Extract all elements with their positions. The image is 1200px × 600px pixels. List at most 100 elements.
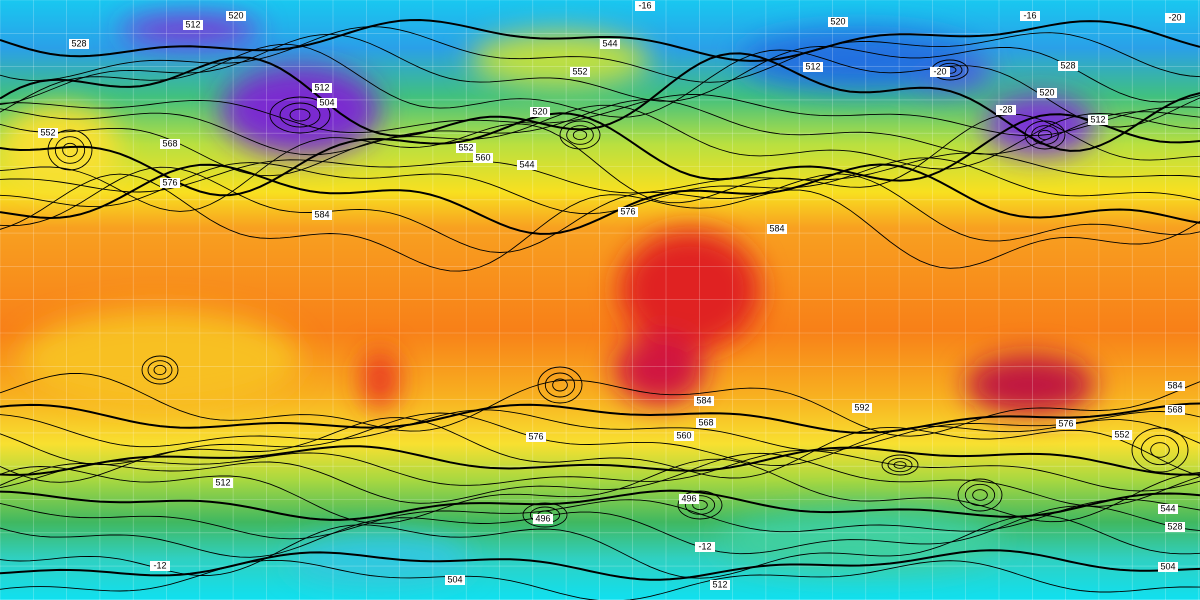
label-box [1020, 11, 1040, 21]
closed-contour [47, 129, 93, 171]
label-box [618, 207, 638, 217]
label-box [1088, 115, 1108, 125]
label-box [183, 20, 203, 30]
closed-contour [957, 478, 1003, 512]
label-box [160, 139, 180, 149]
closed-contour [147, 360, 173, 380]
contour [0, 152, 1200, 194]
contour [0, 417, 1200, 483]
closed-contour [1037, 129, 1053, 141]
contour-label: 528 [71, 38, 86, 48]
closed-contour [289, 108, 311, 122]
label-box [1165, 405, 1185, 415]
contour-label: -12 [698, 541, 711, 551]
contour-label: -20 [1168, 12, 1181, 22]
closed-contour [269, 96, 331, 134]
contour-label: 584 [1167, 380, 1182, 390]
label-box [803, 62, 823, 72]
contour-label: -16 [1023, 10, 1036, 20]
label-box [679, 494, 699, 504]
closed-contour [544, 372, 576, 398]
closed-contour [572, 129, 588, 141]
contour [0, 409, 1200, 452]
contour [0, 18, 1200, 62]
contour-labels: 520 512 -16 -16 -20 528 544 552 520 512 -20 528 520 -… [38, 0, 1185, 590]
label-box [517, 160, 537, 170]
label-box [69, 39, 89, 49]
contour [0, 452, 1200, 507]
contour-label: 520 [532, 106, 547, 116]
closed-contour [54, 136, 86, 164]
closed-contour [692, 499, 708, 511]
contour-label: 576 [528, 431, 543, 441]
closed-contour [537, 366, 583, 404]
closed-contour [566, 125, 594, 145]
contour-label: 584 [769, 223, 784, 233]
contour-label: 568 [1167, 404, 1182, 414]
contour-label: 584 [314, 209, 329, 219]
contour [0, 450, 1200, 492]
contour [0, 157, 1200, 215]
closed-contour [893, 461, 907, 469]
label-box [160, 178, 180, 188]
contour-label: 504 [319, 97, 334, 107]
contour-label: 560 [676, 430, 691, 440]
contour [0, 402, 1200, 434]
contour [0, 52, 1200, 152]
label-box [456, 143, 476, 153]
label-box [1037, 88, 1057, 98]
closed-contour [153, 364, 167, 376]
closed-contour [1140, 434, 1180, 466]
label-box [312, 210, 332, 220]
contour [0, 166, 1200, 253]
contour-label: 520 [228, 10, 243, 20]
contour-label: 512 [805, 61, 820, 71]
contour-label: 512 [314, 82, 329, 92]
label-box [1165, 13, 1185, 23]
label-box [710, 580, 730, 590]
contour-label: 584 [696, 395, 711, 405]
closed-contour [1131, 427, 1189, 473]
contour-label: 560 [475, 152, 490, 162]
contour [0, 112, 1200, 197]
contour-label: -16 [638, 0, 651, 10]
contour-label: 496 [681, 493, 696, 503]
label-box [1158, 562, 1178, 572]
label-box [530, 107, 550, 117]
label-box [767, 224, 787, 234]
contour [0, 549, 1200, 581]
label-box [1165, 381, 1185, 391]
contour-label: 512 [215, 477, 230, 487]
label-box [150, 561, 170, 571]
contour-label: 576 [1058, 418, 1073, 428]
label-box [473, 153, 493, 163]
contour-label: 528 [1060, 60, 1075, 70]
label-box [38, 128, 58, 138]
contour-label: 552 [40, 127, 55, 137]
label-box [674, 431, 694, 441]
label-box [317, 98, 337, 108]
label-box [213, 478, 233, 488]
contour [0, 99, 1200, 156]
contour-label: 496 [535, 513, 550, 523]
contour [0, 26, 1200, 83]
contour-label: 592 [854, 402, 869, 412]
contour [0, 458, 1200, 524]
closed-contour [881, 454, 919, 476]
label-box [1058, 61, 1078, 71]
contour [0, 163, 1200, 235]
closed-contour [279, 102, 321, 128]
label-box [600, 39, 620, 49]
label-box [1056, 419, 1076, 429]
label-box [1112, 430, 1132, 440]
contour-label: 568 [162, 138, 177, 148]
contour [0, 505, 1200, 558]
label-box [1165, 522, 1185, 532]
closed-contour [552, 378, 568, 392]
closed-contour [972, 489, 988, 501]
contour-label: 552 [1114, 429, 1129, 439]
contour-label: 512 [185, 19, 200, 29]
contour-label: 544 [1160, 503, 1175, 513]
contour-label: 512 [1090, 114, 1105, 124]
